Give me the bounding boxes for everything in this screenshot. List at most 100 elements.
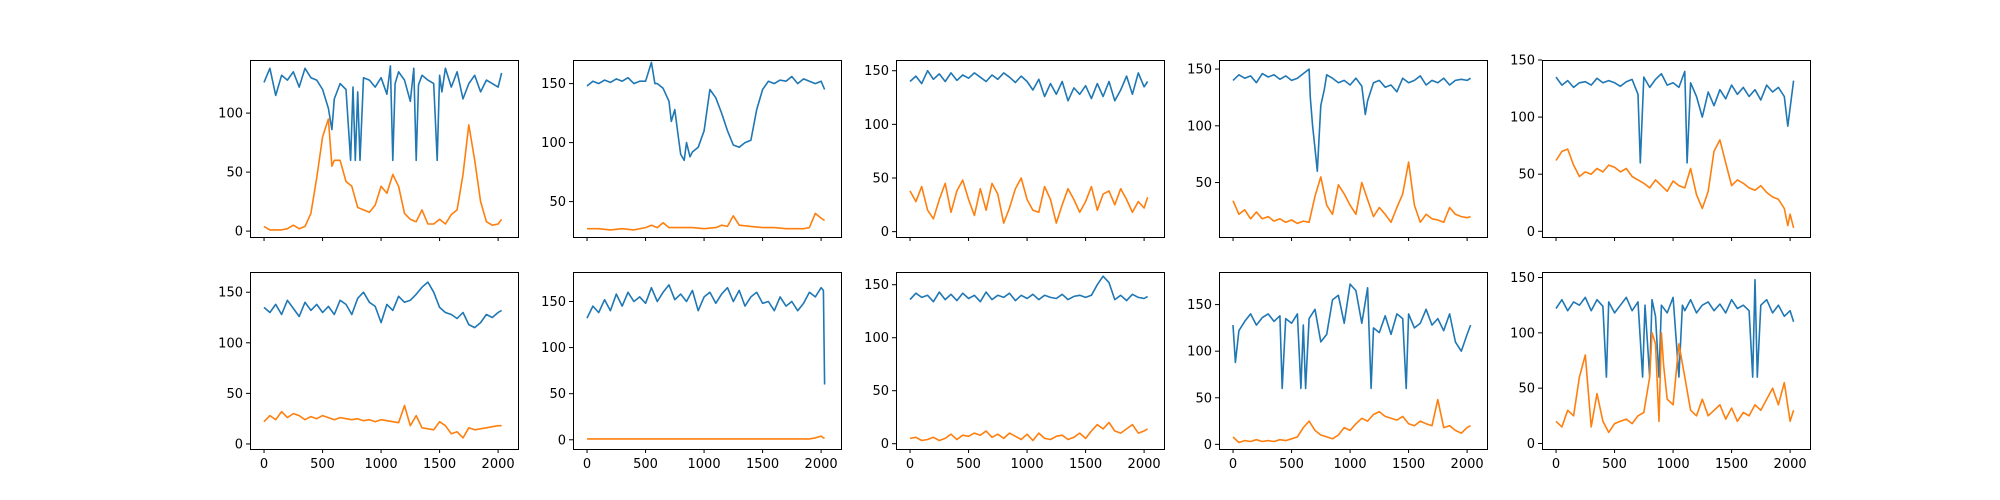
y-tick-label: 150 — [1187, 298, 1212, 313]
axes-frame — [1219, 60, 1488, 238]
y-tick-label: 150 — [1187, 63, 1212, 78]
y-tick-label: 0 — [235, 437, 243, 452]
x-tick-label: 500 — [310, 457, 335, 472]
chart-panel: 0 50 100 150 — [1510, 54, 1811, 241]
y-tick-label: 100 — [864, 331, 889, 346]
axes-frame — [896, 60, 1165, 238]
y-tick-label: 100 — [541, 136, 566, 151]
axes-frame — [250, 60, 519, 238]
series-line-1 — [263, 65, 503, 162]
x-tick-label: 2000 — [1774, 457, 1807, 472]
y-tick-label: 150 — [541, 77, 566, 92]
y-tick-label: 50 — [1195, 176, 1212, 191]
x-tick-label: 500 — [956, 457, 981, 472]
axes-frame — [1219, 272, 1488, 450]
x-tick-label: 1500 — [746, 457, 779, 472]
series-line-1 — [1232, 68, 1472, 172]
series-line-1 — [586, 284, 826, 385]
y-tick-label: 150 — [1510, 54, 1535, 69]
series-line-2 — [1232, 161, 1471, 225]
series-line-2 — [1555, 139, 1795, 229]
x-tick-label: 500 — [1602, 457, 1627, 472]
x-tick-label: 2000 — [1451, 457, 1484, 472]
x-tick-label: 1500 — [1069, 457, 1102, 472]
y-tick-label: 50 — [226, 387, 243, 402]
chart-panel: 50 100 150 — [541, 60, 842, 241]
series-line-1 — [263, 281, 503, 329]
y-tick-label: 100 — [1187, 345, 1212, 360]
y-tick-label: 0 — [1527, 437, 1535, 452]
series-line-1 — [586, 61, 826, 162]
x-tick-label: 1000 — [688, 457, 721, 472]
x-tick-label: 1500 — [1715, 457, 1748, 472]
x-tick-label: 1000 — [1011, 457, 1044, 472]
y-tick-label: 100 — [1510, 111, 1535, 126]
axes-frame — [573, 60, 842, 238]
series-line-1 — [1555, 70, 1795, 164]
y-tick-label: 150 — [541, 295, 566, 310]
y-tick-label: 50 — [1195, 391, 1212, 406]
y-tick-label: 0 — [1527, 225, 1535, 240]
x-tick-label: 2000 — [805, 457, 838, 472]
axes-frame — [1542, 60, 1811, 238]
y-tick-label: 100 — [218, 336, 243, 351]
series-line-2 — [1555, 331, 1795, 434]
y-tick-label: 50 — [872, 384, 889, 399]
chart-panel: 0 50 100 150 — [864, 60, 1165, 241]
series-line-2 — [587, 435, 825, 440]
y-tick-label: 100 — [218, 107, 243, 122]
x-tick-label: 0 — [1229, 457, 1237, 472]
axes-frame — [896, 272, 1165, 450]
x-tick-label: 0 — [906, 457, 914, 472]
y-tick-label: 50 — [226, 166, 243, 181]
y-tick-label: 150 — [864, 278, 889, 293]
y-tick-label: 150 — [864, 64, 889, 79]
series-line-1 — [909, 275, 1149, 303]
y-tick-label: 100 — [1187, 119, 1212, 134]
series-line-2 — [587, 212, 826, 231]
x-tick-label: 1500 — [423, 457, 456, 472]
x-tick-label: 500 — [633, 457, 658, 472]
chart-panel: 50 100 150 — [1187, 60, 1488, 241]
axes-frame — [1542, 272, 1811, 450]
y-tick-label: 0 — [1204, 438, 1212, 453]
x-tick-label: 2000 — [1128, 457, 1161, 472]
y-tick-label: 100 — [1510, 326, 1535, 341]
axes-frame — [250, 272, 519, 450]
x-tick-label: 1000 — [1334, 457, 1367, 472]
chart-panel: 0 50 100 — [218, 60, 519, 241]
series-line-2 — [263, 118, 503, 231]
y-tick-label: 0 — [235, 225, 243, 240]
series-line-1 — [1555, 278, 1795, 378]
x-tick-label: 0 — [583, 457, 591, 472]
x-tick-label: 0 — [260, 457, 268, 472]
series-line-2 — [909, 421, 1149, 442]
y-tick-label: 100 — [864, 118, 889, 133]
y-tick-label: 50 — [549, 387, 566, 402]
y-tick-label: 0 — [558, 433, 566, 448]
y-tick-label: 100 — [541, 341, 566, 356]
x-tick-label: 0 — [1552, 457, 1560, 472]
x-tick-label: 500 — [1279, 457, 1304, 472]
y-tick-label: 50 — [549, 195, 566, 210]
y-tick-label: 0 — [881, 225, 889, 240]
axes-frame — [573, 272, 842, 450]
y-tick-label: 50 — [1518, 168, 1535, 183]
x-tick-label: 2000 — [482, 457, 515, 472]
y-tick-label: 150 — [218, 286, 243, 301]
series-line-1 — [1232, 283, 1472, 390]
y-tick-label: 150 — [1510, 271, 1535, 286]
y-tick-label: 0 — [881, 437, 889, 452]
x-tick-label: 1000 — [365, 457, 398, 472]
y-tick-label: 50 — [1518, 382, 1535, 397]
series-line-2 — [263, 404, 502, 439]
y-tick-label: 50 — [872, 172, 889, 187]
x-tick-label: 1000 — [1657, 457, 1690, 472]
series-line-1 — [909, 69, 1149, 102]
